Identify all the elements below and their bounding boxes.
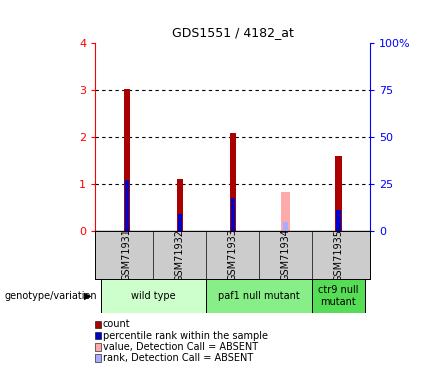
Bar xyxy=(206,279,312,313)
Bar xyxy=(124,88,130,231)
Bar xyxy=(312,279,365,313)
Text: GSM71932: GSM71932 xyxy=(175,228,185,282)
Text: percentile rank within the sample: percentile rank within the sample xyxy=(103,331,268,340)
Text: wild type: wild type xyxy=(131,291,176,301)
Bar xyxy=(229,133,236,231)
Text: rank, Detection Call = ABSENT: rank, Detection Call = ABSENT xyxy=(103,353,253,363)
Text: genotype/variation: genotype/variation xyxy=(4,291,97,301)
Bar xyxy=(281,192,291,231)
Bar xyxy=(177,179,183,231)
Text: GSM71933: GSM71933 xyxy=(228,228,238,281)
Title: GDS1551 / 4182_at: GDS1551 / 4182_at xyxy=(172,26,294,39)
Bar xyxy=(335,156,342,231)
Text: GSM71934: GSM71934 xyxy=(281,228,291,281)
Text: value, Detection Call = ABSENT: value, Detection Call = ABSENT xyxy=(103,342,258,352)
Bar xyxy=(283,222,288,231)
Bar xyxy=(336,210,341,231)
Bar xyxy=(100,279,206,313)
Bar xyxy=(178,214,182,231)
Bar xyxy=(231,198,235,231)
Text: GSM71931: GSM71931 xyxy=(122,228,132,281)
Text: ▶: ▶ xyxy=(84,291,92,301)
Text: count: count xyxy=(103,320,130,329)
Text: GSM71935: GSM71935 xyxy=(333,228,343,282)
Text: ctr9 null
mutant: ctr9 null mutant xyxy=(318,285,359,307)
Text: paf1 null mutant: paf1 null mutant xyxy=(218,291,300,301)
Bar xyxy=(125,180,129,231)
